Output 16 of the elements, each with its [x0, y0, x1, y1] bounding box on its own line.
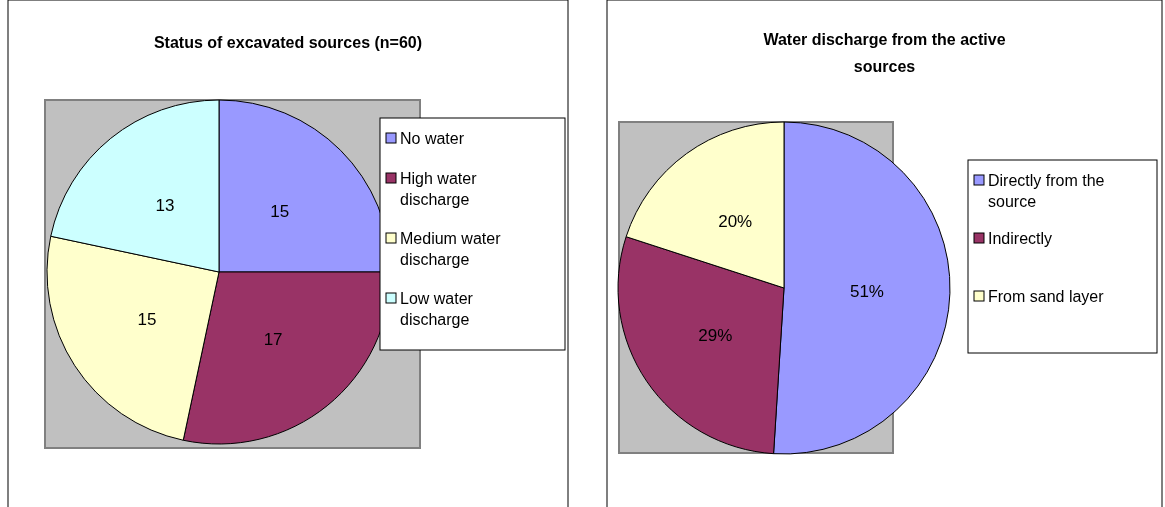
data-label: 15	[270, 202, 290, 222]
chart-title: Status of excavated sources (n=60)	[153, 34, 423, 51]
data-label: 51%	[849, 281, 884, 301]
data-label: 17	[263, 329, 283, 349]
legend-label: Low water discharge	[400, 290, 474, 328]
legend-label: Indirectly	[988, 230, 1053, 247]
legend-label: Medium water discharge	[400, 230, 502, 268]
legend-label: No water	[400, 130, 465, 147]
data-label: 15	[137, 309, 157, 329]
legend-label: Directly from the source	[988, 172, 1105, 210]
data-label: 20%	[718, 211, 753, 231]
chart-title: Water discharge from the active sources	[763, 31, 1006, 75]
legend-label: High water discharge	[400, 170, 478, 208]
data-label: 13	[155, 196, 175, 216]
legend-label: From sand layer	[988, 288, 1105, 305]
data-label: 29%	[698, 325, 733, 345]
